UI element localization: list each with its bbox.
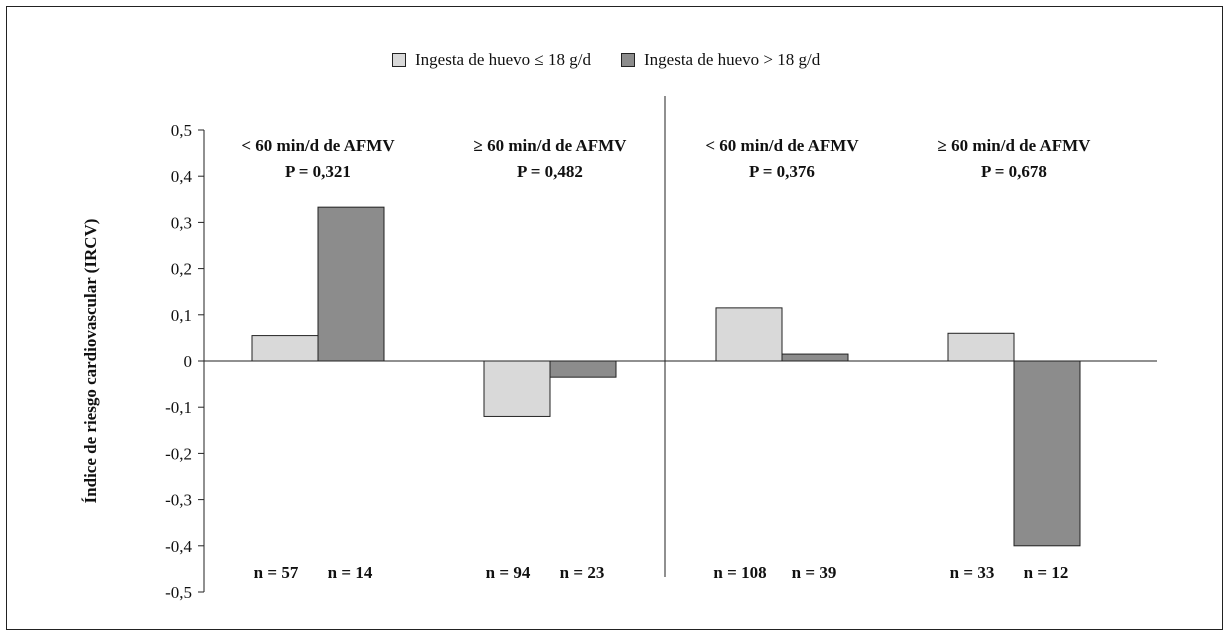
n-label: n = 12 xyxy=(1024,563,1069,582)
legend-item-high-egg: Ingesta de huevo > 18 g/d xyxy=(621,50,820,70)
legend: Ingesta de huevo ≤ 18 g/d Ingesta de hue… xyxy=(392,50,850,70)
y-tick-label: -0,3 xyxy=(165,491,192,510)
bar xyxy=(947,332,1015,362)
n-label: n = 94 xyxy=(486,563,531,582)
bar xyxy=(715,307,783,362)
y-tick-label: 0,5 xyxy=(171,121,192,140)
group-title: ≥ 60 min/d de AFMV xyxy=(938,136,1092,155)
y-tick-label: -0,4 xyxy=(165,537,192,556)
bar xyxy=(781,353,849,362)
y-tick-label: -0,1 xyxy=(165,398,192,417)
legend-label-high-egg: Ingesta de huevo > 18 g/d xyxy=(644,50,821,69)
bar xyxy=(317,206,385,362)
y-tick-label: 0,4 xyxy=(171,167,193,186)
y-tick-label: -0,5 xyxy=(165,583,192,602)
n-label: n = 57 xyxy=(254,563,299,582)
n-label: n = 23 xyxy=(560,563,605,582)
bar xyxy=(483,360,551,417)
legend-label-low-egg: Ingesta de huevo ≤ 18 g/d xyxy=(415,50,591,69)
group-pvalue: P = 0,376 xyxy=(749,162,815,181)
group-title: ≥ 60 min/d de AFMV xyxy=(474,136,628,155)
n-label: n = 39 xyxy=(792,563,837,582)
bar xyxy=(1013,360,1081,547)
bar xyxy=(251,335,319,362)
y-tick-label: 0,3 xyxy=(171,213,192,232)
bar xyxy=(549,360,617,378)
y-tick-label: 0,2 xyxy=(171,260,192,279)
y-tick-label: 0 xyxy=(184,352,193,371)
n-label: n = 108 xyxy=(713,563,766,582)
legend-item-low-egg: Ingesta de huevo ≤ 18 g/d xyxy=(392,50,591,70)
group-pvalue: P = 0,321 xyxy=(285,162,351,181)
y-axis-title: Índice de riesgo cardiovascular (IRCV) xyxy=(81,219,100,504)
legend-swatch-high-egg xyxy=(621,53,635,67)
group-pvalue: P = 0,482 xyxy=(517,162,583,181)
group-title: < 60 min/d de AFMV xyxy=(241,136,395,155)
n-label: n = 14 xyxy=(328,563,373,582)
group-pvalue: P = 0,678 xyxy=(981,162,1047,181)
n-label: n = 33 xyxy=(950,563,995,582)
legend-swatch-low-egg xyxy=(392,53,406,67)
y-tick-label: -0,2 xyxy=(165,444,192,463)
y-tick-label: 0,1 xyxy=(171,306,192,325)
group-title: < 60 min/d de AFMV xyxy=(705,136,859,155)
